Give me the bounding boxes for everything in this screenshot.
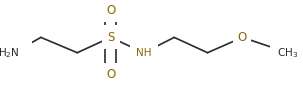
Bar [102, 63, 120, 85]
Bar [102, 26, 120, 49]
Bar [0, 40, 32, 65]
Text: O: O [106, 68, 115, 81]
Text: S: S [107, 31, 114, 44]
Text: H$_2$N: H$_2$N [0, 46, 20, 60]
Bar [233, 26, 251, 49]
Bar [130, 41, 158, 65]
Text: CH$_3$: CH$_3$ [277, 46, 298, 60]
Text: NH: NH [136, 48, 152, 58]
Bar [270, 40, 303, 65]
Text: O: O [238, 31, 247, 44]
Bar [102, 0, 120, 22]
Text: O: O [106, 4, 115, 17]
